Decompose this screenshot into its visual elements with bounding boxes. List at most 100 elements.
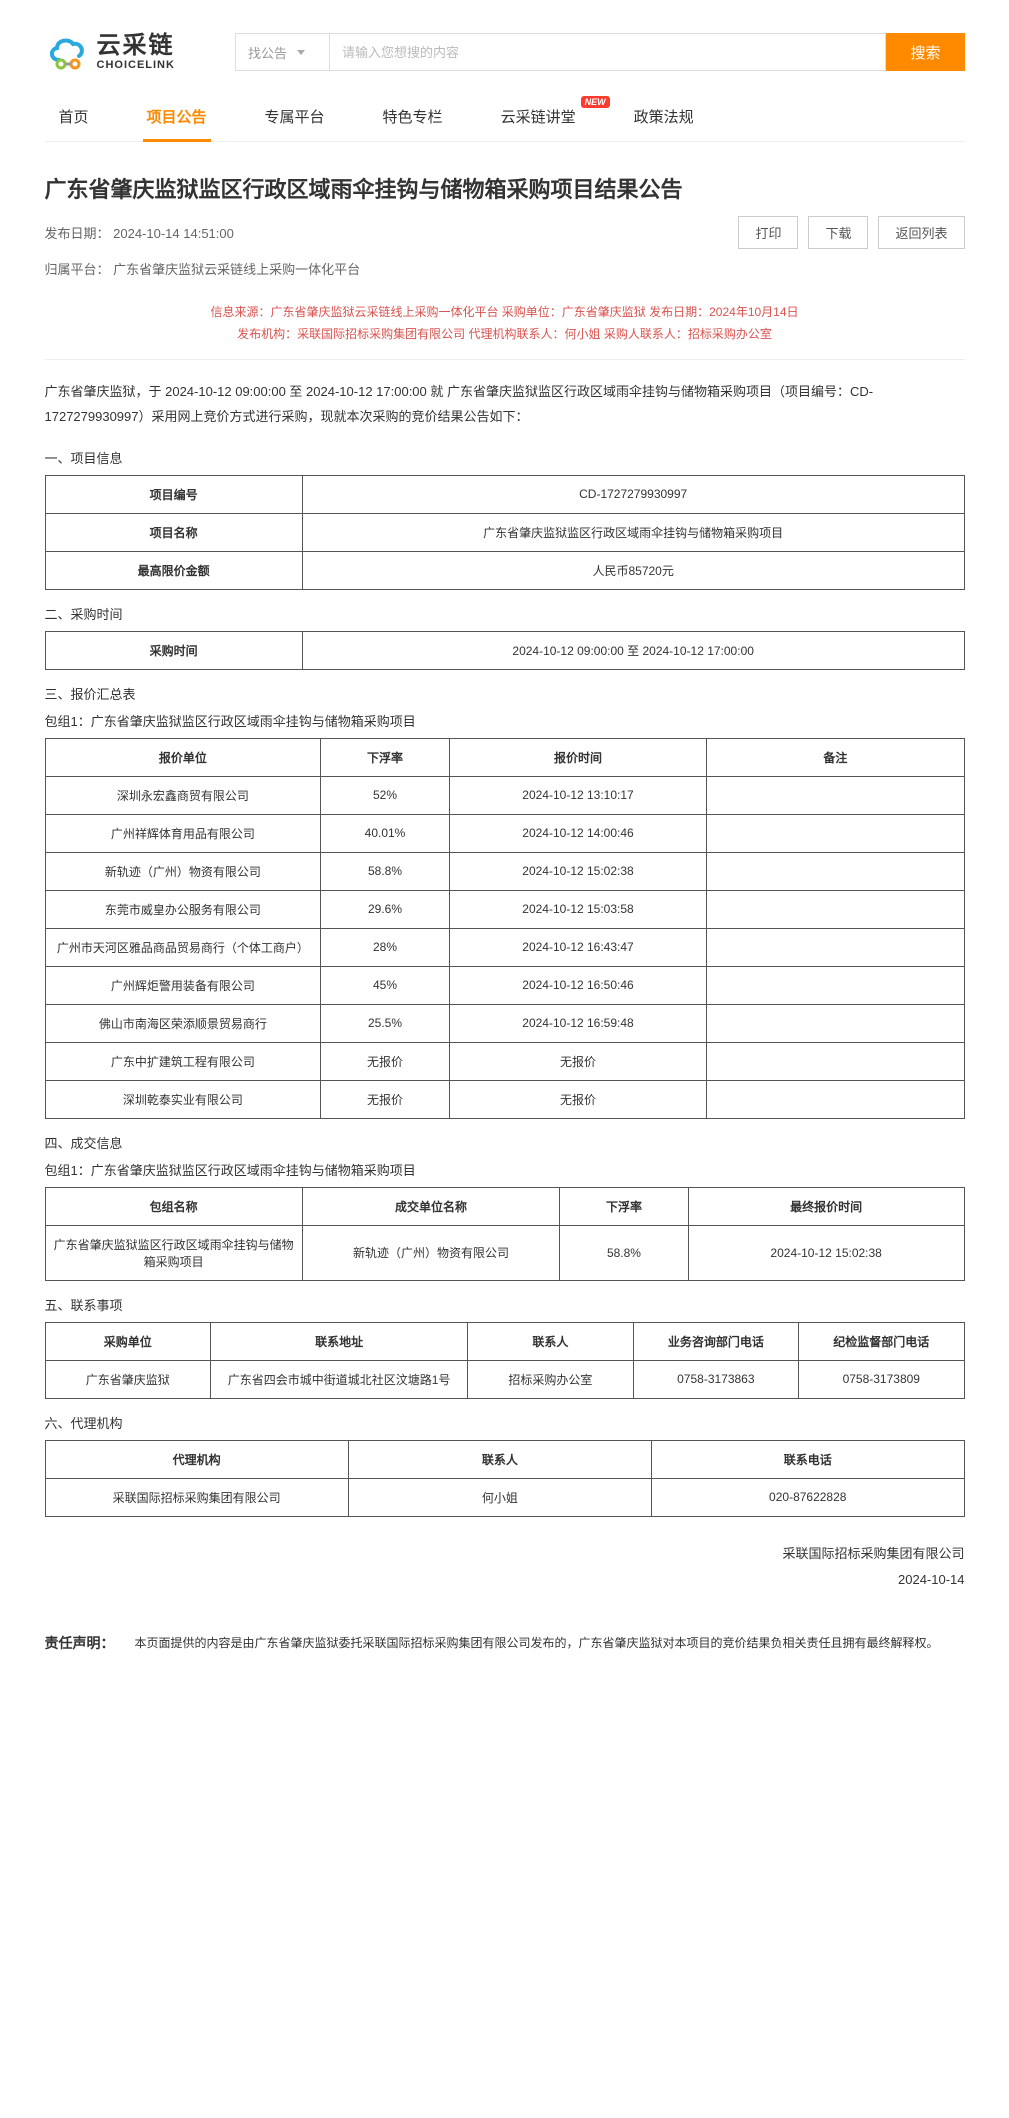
table-cell: 广东省肇庆监狱 — [45, 1360, 210, 1398]
table-cell: 广州市天河区雅品商品贸易商行（个体工商户） — [45, 928, 321, 966]
table-row: 佛山市南海区荣添顺景贸易商行25.5%2024-10-12 16:59:48 — [45, 1004, 964, 1042]
nav-item[interactable]: 云采链讲堂NEW — [497, 94, 580, 141]
table-cell — [707, 928, 964, 966]
table-row: 采购时间 2024-10-12 09:00:00 至 2024-10-12 17… — [45, 631, 964, 669]
table-cell: 2024-10-12 16:43:47 — [449, 928, 706, 966]
nav-item[interactable]: 政策法规 — [630, 94, 698, 141]
table-row: 广东中扩建筑工程有限公司无报价无报价 — [45, 1042, 964, 1080]
sec5-title: 五、联系事项 — [45, 1295, 965, 1314]
table-cell — [707, 776, 964, 814]
article: 广东省肇庆监狱监区行政区域雨伞挂钩与储物箱采购项目结果公告 发布日期： 2024… — [45, 172, 965, 1653]
platform-value: 广东省肇庆监狱云采链线上采购一体化平台 — [113, 262, 360, 277]
sign-org: 采联国际招标采购集团有限公司 — [45, 1541, 965, 1567]
column-header: 下浮率 — [560, 1187, 689, 1225]
table-cell: 广州辉炬警用装备有限公司 — [45, 966, 321, 1004]
nav-item[interactable]: 首页 — [55, 94, 93, 141]
table-row: 项目编号CD-1727279930997 — [45, 475, 964, 513]
table-cell: 020-87622828 — [652, 1478, 964, 1516]
table-row: 项目名称广东省肇庆监狱监区行政区域雨伞挂钩与储物箱采购项目 — [45, 513, 964, 551]
table-cell: 25.5% — [321, 1004, 450, 1042]
table-cell: 58.8% — [560, 1225, 689, 1280]
table-cell: 广东中扩建筑工程有限公司 — [45, 1042, 321, 1080]
table-cell — [707, 1004, 964, 1042]
nav-item[interactable]: 项目公告 — [143, 94, 211, 141]
intro-paragraph: 广东省肇庆监狱，于 2024-10-12 09:00:00 至 2024-10-… — [45, 380, 965, 429]
table-row: 采联国际招标采购集团有限公司何小姐020-87622828 — [45, 1478, 964, 1516]
search-type-select[interactable]: 找公告 — [235, 33, 330, 71]
table-row: 广东省肇庆监狱广东省四会市城中街道城北社区汶塘路1号招标采购办公室0758-31… — [45, 1360, 964, 1398]
column-header: 成交单位名称 — [302, 1187, 559, 1225]
logo[interactable]: 云采链 CHOICELINK — [45, 30, 175, 74]
agency-table: 代理机构联系人联系电话采联国际招标采购集团有限公司何小姐020-87622828 — [45, 1440, 965, 1517]
nav-item[interactable]: 特色专栏 — [379, 94, 447, 141]
search-input[interactable] — [330, 33, 887, 71]
sec1-title: 一、项目信息 — [45, 448, 965, 467]
table-cell: 无报价 — [321, 1080, 450, 1118]
logo-cn: 云采链 — [97, 33, 175, 59]
sec4-sub: 包组1：广东省肇庆监狱监区行政区域雨伞挂钩与储物箱采购项目 — [45, 1160, 965, 1179]
column-header: 报价时间 — [449, 738, 706, 776]
table-cell: 2024-10-12 15:02:38 — [449, 852, 706, 890]
table-row: 深圳永宏鑫商贸有限公司52%2024-10-12 13:10:17 — [45, 776, 964, 814]
sign-date: 2024-10-14 — [45, 1567, 965, 1593]
contact-table: 采购单位联系地址联系人业务咨询部门电话纪检监督部门电话广东省肇庆监狱广东省四会市… — [45, 1322, 965, 1399]
table-cell — [707, 890, 964, 928]
column-header: 包组名称 — [45, 1187, 302, 1225]
column-header: 联系人 — [468, 1322, 633, 1360]
search-type-label: 找公告 — [248, 43, 287, 62]
table-row: 最高限价金额人民币85720元 — [45, 551, 964, 589]
table-cell — [707, 1042, 964, 1080]
table-row: 东莞市威皇办公服务有限公司29.6%2024-10-12 15:03:58 — [45, 890, 964, 928]
column-header: 备注 — [707, 738, 964, 776]
back-button[interactable]: 返回列表 — [878, 216, 964, 249]
table-cell: 2024-10-12 16:59:48 — [449, 1004, 706, 1042]
table-cell: 2024-10-12 15:03:58 — [449, 890, 706, 928]
logo-icon — [45, 30, 89, 74]
procure-time-val: 2024-10-12 09:00:00 至 2024-10-12 17:00:0… — [302, 631, 964, 669]
table-row: 广州市天河区雅品商品贸易商行（个体工商户）28%2024-10-12 16:43… — [45, 928, 964, 966]
table-cell: 采联国际招标采购集团有限公司 — [45, 1478, 348, 1516]
search-button[interactable]: 搜索 — [886, 33, 964, 71]
table-row: 广东省肇庆监狱监区行政区域雨伞挂钩与储物箱采购项目新轨迹（广州）物资有限公司58… — [45, 1225, 964, 1280]
table-cell — [707, 966, 964, 1004]
red-note-line2: 发布机构：采联国际招标采购集团有限公司 代理机构联系人：何小姐 采购人联系人：招… — [45, 324, 965, 346]
column-header: 联系人 — [348, 1440, 651, 1478]
table-cell: 东莞市威皇办公服务有限公司 — [45, 890, 321, 928]
main-nav: 首页 项目公告 专属平台 特色专栏 云采链讲堂NEW 政策法规 — [45, 94, 965, 142]
column-header: 下浮率 — [321, 738, 450, 776]
table-cell — [707, 1080, 964, 1118]
disclaimer: 责任声明： 本页面提供的内容是由广东省肇庆监狱委托采联国际招标采购集团有限公司发… — [45, 1633, 965, 1653]
quote-summary-table: 报价单位下浮率报价时间备注深圳永宏鑫商贸有限公司52%2024-10-12 13… — [45, 738, 965, 1119]
table-cell: 无报价 — [449, 1080, 706, 1118]
table-cell: 29.6% — [321, 890, 450, 928]
procure-time-table: 采购时间 2024-10-12 09:00:00 至 2024-10-12 17… — [45, 631, 965, 670]
table-cell: 28% — [321, 928, 450, 966]
sec3-sub: 包组1：广东省肇庆监狱监区行政区域雨伞挂钩与储物箱采购项目 — [45, 711, 965, 730]
page-title: 广东省肇庆监狱监区行政区域雨伞挂钩与储物箱采购项目结果公告 — [45, 172, 965, 204]
table-header-row: 代理机构联系人联系电话 — [45, 1440, 964, 1478]
print-button[interactable]: 打印 — [738, 216, 798, 249]
nav-item[interactable]: 专属平台 — [261, 94, 329, 141]
sec4-title: 四、成交信息 — [45, 1133, 965, 1152]
cell-key: 项目编号 — [45, 475, 302, 513]
table-row: 广州祥辉体育用品有限公司40.01%2024-10-12 14:00:46 — [45, 814, 964, 852]
footer-sign: 采联国际招标采购集团有限公司 2024-10-14 — [45, 1541, 965, 1593]
column-header: 业务咨询部门电话 — [633, 1322, 798, 1360]
table-cell: 0758-3173809 — [799, 1360, 964, 1398]
cell-key: 项目名称 — [45, 513, 302, 551]
table-cell: 新轨迹（广州）物资有限公司 — [302, 1225, 559, 1280]
search-bar: 找公告 搜索 — [235, 33, 965, 71]
logo-en: CHOICELINK — [97, 59, 175, 71]
column-header: 采购单位 — [45, 1322, 210, 1360]
table-row: 深圳乾泰实业有限公司无报价无报价 — [45, 1080, 964, 1118]
download-button[interactable]: 下载 — [808, 216, 868, 249]
sec6-title: 六、代理机构 — [45, 1413, 965, 1432]
topbar: 云采链 CHOICELINK 找公告 搜索 — [45, 20, 965, 94]
column-header: 最终报价时间 — [688, 1187, 964, 1225]
publish-date: 2024-10-14 14:51:00 — [113, 226, 234, 241]
cell-val: CD-1727279930997 — [302, 475, 964, 513]
column-header: 联系地址 — [210, 1322, 467, 1360]
disclaimer-label: 责任声明： — [45, 1633, 115, 1653]
procure-time-key: 采购时间 — [45, 631, 302, 669]
cell-val: 人民币85720元 — [302, 551, 964, 589]
